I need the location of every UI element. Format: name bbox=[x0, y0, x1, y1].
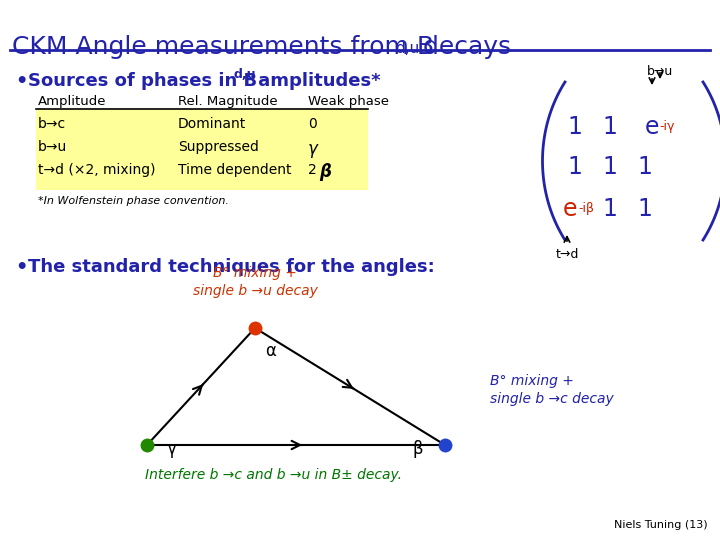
Text: b→u: b→u bbox=[38, 140, 67, 154]
Text: 0: 0 bbox=[308, 117, 317, 131]
Text: t→d: t→d bbox=[555, 248, 579, 261]
Text: Niels Tuning (13): Niels Tuning (13) bbox=[614, 520, 708, 530]
Text: Rel. Magnitude: Rel. Magnitude bbox=[178, 95, 278, 108]
Text: e: e bbox=[563, 197, 577, 221]
Text: α: α bbox=[265, 342, 276, 360]
Text: -iγ: -iγ bbox=[659, 120, 675, 133]
Text: Interfere b →c and b →u in B± decay.: Interfere b →c and b →u in B± decay. bbox=[145, 468, 402, 482]
Text: -iβ: -iβ bbox=[578, 202, 594, 215]
Text: •: • bbox=[15, 258, 27, 277]
Text: The standard techniques for the angles:: The standard techniques for the angles: bbox=[28, 258, 435, 276]
Text: 2: 2 bbox=[308, 163, 317, 177]
Text: d,u: d,u bbox=[234, 68, 256, 81]
Text: Suppressed: Suppressed bbox=[178, 140, 259, 154]
Text: t→d (×2, mixing): t→d (×2, mixing) bbox=[38, 163, 156, 177]
Text: 1: 1 bbox=[603, 155, 618, 179]
Text: Dominant: Dominant bbox=[178, 117, 246, 131]
Text: amplitudes*: amplitudes* bbox=[252, 72, 381, 90]
Text: 1: 1 bbox=[638, 155, 652, 179]
Text: b→u: b→u bbox=[647, 65, 673, 78]
Text: d,u: d,u bbox=[395, 41, 419, 56]
Text: •: • bbox=[15, 72, 27, 91]
Text: Sources of phases in B: Sources of phases in B bbox=[28, 72, 257, 90]
Text: CKM Angle measurements from B: CKM Angle measurements from B bbox=[12, 35, 434, 59]
Text: e: e bbox=[645, 115, 660, 139]
Text: Amplitude: Amplitude bbox=[38, 95, 107, 108]
Text: β: β bbox=[319, 163, 331, 181]
Text: Time dependent: Time dependent bbox=[178, 163, 292, 177]
Text: b→c: b→c bbox=[38, 117, 66, 131]
Text: B° mixing +
single b →c decay: B° mixing + single b →c decay bbox=[490, 374, 613, 406]
Text: γ: γ bbox=[308, 140, 318, 158]
Text: 1: 1 bbox=[567, 155, 582, 179]
Text: γ: γ bbox=[167, 440, 177, 458]
Text: *In Wolfenstein phase convention.: *In Wolfenstein phase convention. bbox=[38, 196, 229, 206]
FancyBboxPatch shape bbox=[36, 109, 368, 190]
Text: B° mixing +
single b →u decay: B° mixing + single b →u decay bbox=[192, 266, 318, 298]
Text: 1: 1 bbox=[567, 115, 582, 139]
Text: Weak phase: Weak phase bbox=[308, 95, 389, 108]
Text: 1: 1 bbox=[603, 197, 618, 221]
Text: β: β bbox=[413, 440, 423, 458]
Text: 1: 1 bbox=[638, 197, 652, 221]
Text: 1: 1 bbox=[603, 115, 618, 139]
Text: decays: decays bbox=[415, 35, 511, 59]
